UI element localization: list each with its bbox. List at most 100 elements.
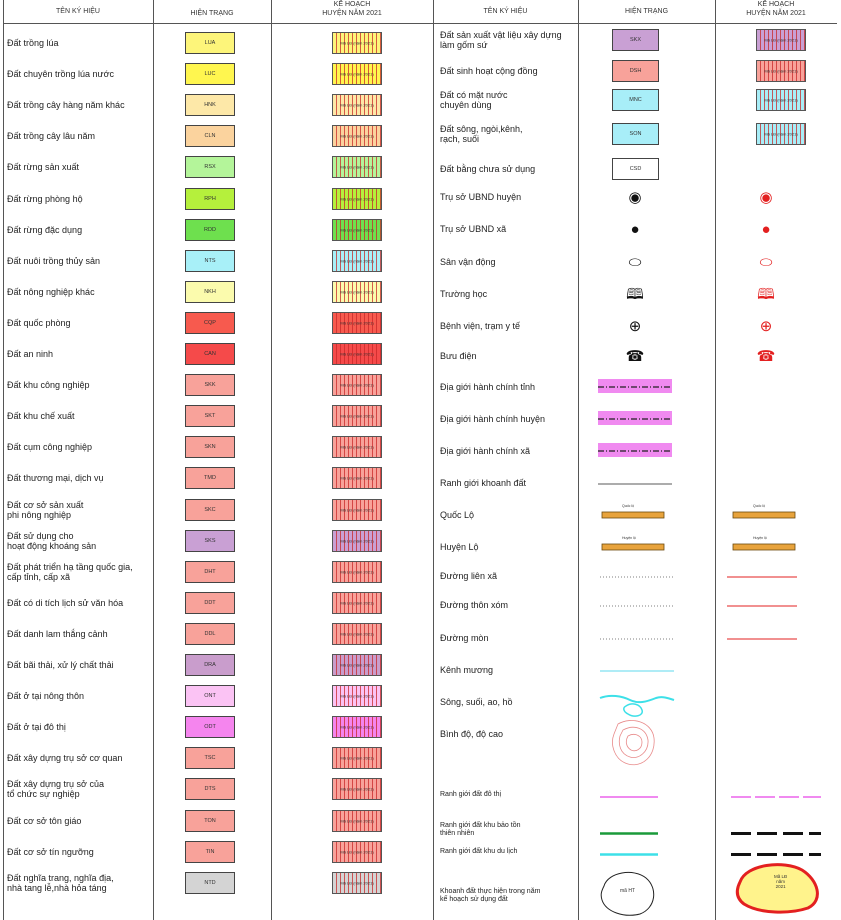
hospital-icon: ⊕ [628,317,642,335]
plan-caption: Mã LĐ (năm 2021) [340,351,374,357]
land-code-swatch: SKN [185,436,235,459]
plan-caption: Mã LĐ (năm 2021) [340,258,374,264]
plan-caption: Mã LĐ (năm 2021) [340,538,374,544]
row-label: Đất khu chế xuất [7,411,75,422]
plan-hatched-swatch: Mã LĐ (năm 2021) [332,747,382,770]
conservation-boundary-plan [731,832,821,835]
road-tag: Huyện lộ [622,536,636,540]
row-label: Đất nông nghiệp khác [7,286,95,297]
row-label: Đất cơ sở tôn giáo [7,815,82,826]
plan-hatched-swatch: Mã LĐ (năm 2021) [332,498,382,521]
row-label: Đất sử dụng cho hoạt động khoáng sản [7,530,97,551]
river-symbol [599,694,675,717]
plan-hatched-swatch: Mã LĐ (năm 2021) [332,654,382,676]
row-label: Ranh giới đất khu bảo tồn thiên nhiên [440,822,521,837]
plan-hatched-swatch: Mã LĐ (năm 2021) [332,591,382,614]
land-code-swatch: DDL [185,622,235,645]
plan-caption: Mã LĐ (năm 2021) [340,693,374,699]
header-current: HIỆN TRẠNG [624,8,669,15]
row-label: Đất ở tại đô thị [7,722,66,733]
land-code-swatch: CAN [185,343,235,365]
stadium-icon: ⬭ [759,253,773,271]
plan-hatched-swatch: Mã LĐ (năm 2021) [332,716,382,739]
row-label: Đất nuôi trồng thủy sản [7,255,101,266]
school-icon: 🕮 [626,285,644,303]
plan-caption: Mã LĐ (năm 2021) [340,133,374,139]
row-label: Đường mòn [440,633,489,643]
row-label: Đất rừng phòng hộ [7,193,83,204]
plan-caption: Mã LĐ (năm 2021) [340,196,374,201]
plan-caption: Mã LĐ (năm 2021) [340,40,374,46]
land-code-swatch: SKT [185,405,235,428]
plan-caption: Mã LĐ (năm 2021) [340,413,374,419]
plan-hatched-swatch: Mã LĐ (năm 2021) [332,63,382,86]
land-code-swatch: CLN [185,125,235,148]
row-label: Đất ở tại nông thôn [7,691,84,702]
table-border-left [3,0,4,920]
column-divider [271,0,272,920]
land-code-swatch: DTS [185,778,235,801]
road-line [601,543,665,551]
plan-caption: Mã LĐ (năm 2021) [340,475,374,481]
road-line-plan [727,605,797,607]
plan-caption: Mã LĐ (năm 2021) [340,662,374,668]
plan-hatched-swatch: Mã LĐ (năm 2021) [332,871,382,894]
row-label: Bình độ, độ cao [440,729,504,739]
row-label: Đất trồng cây hàng năm khác [7,100,125,111]
plan-caption: Mã LĐ (năm 2021) [340,569,374,575]
plan-hatched-swatch: Mã LĐ (năm 2021) [332,436,382,459]
land-code-swatch: TSC [185,747,235,770]
row-label: Đất chuyên trồng lúa nước [7,69,114,80]
road-line-current [600,576,674,578]
row-label: Địa giới hành chính tỉnh [440,382,535,392]
plan-hatched-swatch: Mã LĐ (năm 2021) [756,89,806,111]
row-label: Đất quốc phòng [7,317,71,328]
row-label: Ranh giới đất đô thị [440,791,502,798]
row-label: Đất cơ sở sản xuất phi nông nghiệp [7,499,84,520]
plan-hatched-swatch: Mã LĐ (năm 2021) [332,685,382,708]
row-label: Đất cơ sở tín ngưỡng [7,846,94,857]
parcel-code-label: mã HT [620,888,635,894]
plan-caption: Mã LĐ (năm 2021) [340,786,374,792]
plan-hatched-swatch: Mã LĐ (năm 2021) [332,622,382,645]
plan-hatched-swatch: Mã LĐ (năm 2021) [756,29,806,51]
plan-hatched-swatch: Mã LĐ (năm 2021) [332,560,382,583]
tourism-boundary-current [600,853,658,856]
plan-caption: Mã LĐ (năm 2021) [340,507,374,512]
land-code-swatch: DHT [185,560,235,583]
column-divider [433,0,434,920]
row-label: Đất sinh hoạt cộng đồng [440,66,538,76]
parcel-plan-shape [735,863,819,914]
land-code-swatch: RSX [185,156,235,179]
commune-office-icon: ● [761,220,771,238]
plan-caption: Mã LĐ (năm 2021) [340,289,374,295]
plan-caption: Mã LĐ (năm 2021) [764,131,798,137]
district-office-icon: ◉ [759,188,773,206]
plan-hatched-swatch: Mã LĐ (năm 2021) [332,249,382,272]
parcel-boundary-line [598,483,672,485]
row-label: Đất danh lam thắng cảnh [7,628,108,639]
land-code-swatch: TIN [185,840,235,863]
land-code-swatch: TMD [185,467,235,490]
urban-boundary-plan [731,796,821,798]
row-label: Đất sản xuất vật liệu xây dựng làm gốm s… [440,30,562,50]
row-label: Đất trồng lúa [7,38,59,48]
plan-hatched-swatch: Mã LĐ (năm 2021) [332,187,382,210]
commune-office-icon: ● [630,220,640,238]
plan-hatched-swatch: Mã LĐ (năm 2021) [756,60,806,82]
row-label: Đất phát triển hạ tầng quốc gia, cấp tỉn… [7,561,133,582]
road-tag: Huyện lộ [753,536,767,540]
plan-hatched-swatch: Mã LĐ (năm 2021) [332,529,382,552]
row-label: Đất bằng chưa sử dụng [440,164,536,174]
land-code-swatch: SKS [185,529,235,552]
row-label: Đất trồng cây lâu năm [7,131,96,142]
plan-hatched-swatch: Mã LĐ (năm 2021) [332,778,382,801]
plan-caption: Mã LĐ (năm 2021) [340,227,374,233]
hospital-icon: ⊕ [759,317,773,335]
plan-hatched-swatch: Mã LĐ (năm 2021) [332,809,382,832]
row-label: Đất thương mại, dịch vụ [7,473,104,484]
plan-hatched-swatch: Mã LĐ (năm 2021) [332,405,382,428]
land-code-swatch: SKK [185,374,235,397]
land-code-swatch: SKC [185,498,235,521]
